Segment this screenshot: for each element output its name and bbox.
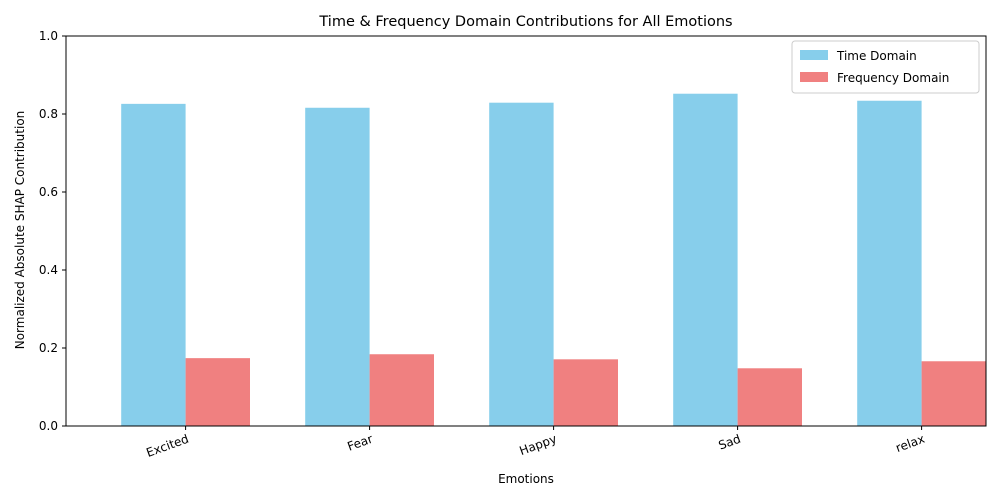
bar-time-domain-fear [305,107,370,426]
x-tick-label: Sad [717,432,743,453]
y-tick-label: 0.8 [39,107,58,121]
chart-title: Time & Frequency Domain Contributions fo… [318,14,732,30]
bar-time-domain-sad [673,93,738,426]
y-tick-label: 1.0 [39,29,58,43]
bar-frequency-domain-excited [185,358,250,426]
bar-frequency-domain-sad [737,368,802,426]
legend: Time Domain Frequency Domain [791,40,980,94]
y-axis-title: Normalized Absolute SHAP Contribution [13,111,27,350]
bars-group [121,93,986,427]
legend-swatch-time-domain [800,50,828,60]
bar-frequency-domain-relax [921,361,986,426]
y-tick-label: 0.2 [39,341,58,355]
plot-frame [65,35,987,427]
x-tick-label: Happy [517,432,558,458]
y-tick-label: 0.0 [39,419,58,433]
bar-frequency-domain-happy [553,359,618,426]
legend-label: Frequency Domain [837,71,949,85]
bar-time-domain-happy [489,102,554,426]
bar-time-domain-excited [121,103,186,427]
legend-swatch-frequency-domain [800,72,828,82]
bar-frequency-domain-fear [369,354,434,426]
x-tick-label: Fear [345,432,374,454]
y-tick-label: 0.6 [39,185,58,199]
x-tick-label: relax [894,432,927,455]
legend-box [791,40,980,94]
x-axis-title: Emotions [498,472,554,486]
y-tick-label: 0.4 [39,263,58,277]
bar-time-domain-relax [857,100,922,427]
legend-label: Time Domain [836,49,917,63]
x-tick-label: Excited [144,432,190,460]
